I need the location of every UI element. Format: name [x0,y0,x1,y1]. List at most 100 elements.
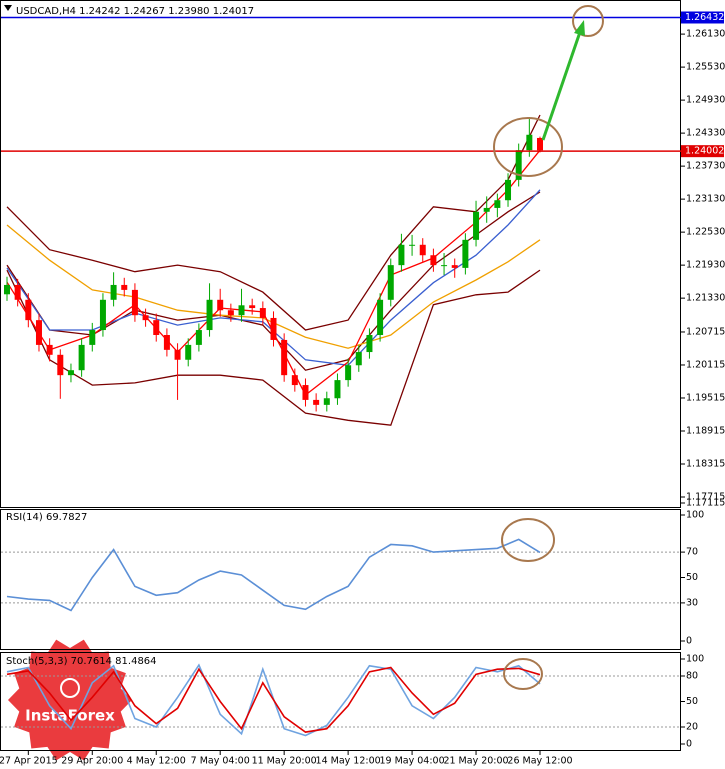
candle-body [99,299,106,331]
candle-body [451,265,458,268]
candle-body [473,211,480,240]
candle-body [462,239,469,268]
candle-body [195,330,202,345]
candle-body [441,265,448,267]
y-tick-label: 100 [686,654,704,665]
level-label: 1.26432 [685,12,724,23]
annotation-arrow [541,31,582,141]
x-tick-label: 19 May 04:00 [380,756,445,767]
y-tick-label: 0 [686,636,692,647]
y-tick-label: 1.18915 [686,425,725,436]
candle-body [131,289,138,316]
candle-body [366,334,373,353]
candle-body [78,344,85,371]
chart-title: RSI(14) 69.7827 [6,512,87,523]
y-tick-label: 50 [686,696,698,707]
candle-body [387,265,394,300]
y-tick-label: 1.20115 [686,359,725,370]
x-tick-label: 11 May 20:00 [252,756,317,767]
x-tick-label: 4 May 12:00 [127,756,186,767]
candle-body [238,305,245,316]
y-tick-label: 1.19515 [686,392,725,403]
y-tick-label: 0 [686,739,692,750]
candle-body [4,284,10,295]
candle-body [153,320,160,335]
overlay-line [6,114,541,331]
candle-body [121,284,128,290]
level-label: 1.24002 [685,146,724,157]
y-tick-label: 100 [686,510,704,521]
candle-body [163,334,170,350]
candle-body [302,385,309,400]
candle-body [526,134,533,151]
x-tick-label: 7 May 04:00 [191,756,250,767]
y-tick-label: 80 [686,671,698,682]
indicator-line [6,666,541,733]
candle-body [46,344,53,355]
candle-body [334,380,341,399]
x-tick-label: 26 May 12:00 [507,756,572,767]
y-tick-label: 1.22530 [686,227,725,238]
y-tick-label: 1.26130 [686,29,725,40]
annotations [493,5,604,690]
candle-body [89,330,96,345]
candle-body [57,354,64,376]
candle-body [291,375,298,386]
y-tick-label: 50 [686,572,698,583]
candle-body [35,320,42,345]
annotation-circle [493,117,563,177]
candle-body [67,370,74,376]
y-tick-label: 1.20715 [686,326,725,337]
chart-title: USDCAD,H4 1.24242 1.24267 1.23980 1.2401… [16,6,254,17]
annotation-circle [503,658,543,690]
x-tick-label: 14 May 12:00 [316,756,381,767]
candle-body [217,299,224,311]
y-tick-label: 30 [686,597,698,608]
y-tick-label: 1.21330 [686,293,725,304]
candle-body [515,150,522,180]
overlay-line [6,224,541,349]
rsi-panel [0,509,681,650]
y-tick-label: 1.24930 [686,95,725,106]
candle-body [185,344,192,360]
candle-body [110,284,117,300]
x-tick-label: 29 Apr 20:00 [61,756,123,767]
y-tick-label: 1.25530 [686,62,725,73]
overlay-line [6,269,541,426]
logo-badge [8,639,132,761]
candle-body [323,398,330,405]
level-label-box [681,11,724,24]
candle-body [259,308,266,318]
candle-body [270,317,277,340]
candle-body [430,255,437,266]
logo-text: InstaForex [25,707,115,725]
candle-body [494,200,501,208]
x-tick-label: 21 May 20:00 [443,756,508,767]
candle-body [281,339,288,376]
main-panel [0,0,681,508]
candle-body [313,399,320,405]
y-tick-label: 1.18315 [686,458,725,469]
y-tick-label: 1.24330 [686,128,725,139]
indicator-line [6,538,541,612]
candle-body [505,179,512,201]
y-tick-label: 1.23130 [686,194,725,205]
candle-body [174,349,181,360]
candle-body [25,299,32,321]
chart-title: Stoch(5,3,3) 70.7614 81.4864 [6,656,157,667]
candle-body [206,299,213,331]
candle-body [142,315,149,321]
candle-body [345,365,352,381]
stoch-panel [0,652,681,751]
y-tick-label: 1.23730 [686,161,725,172]
y-tick-label: 1.17115 [686,498,725,509]
candle-body [249,305,256,309]
candle-body [398,244,405,266]
y-tick-label: 20 [686,722,698,733]
candle-body [419,244,426,256]
candle-body [409,244,416,246]
candle-body [14,284,21,300]
